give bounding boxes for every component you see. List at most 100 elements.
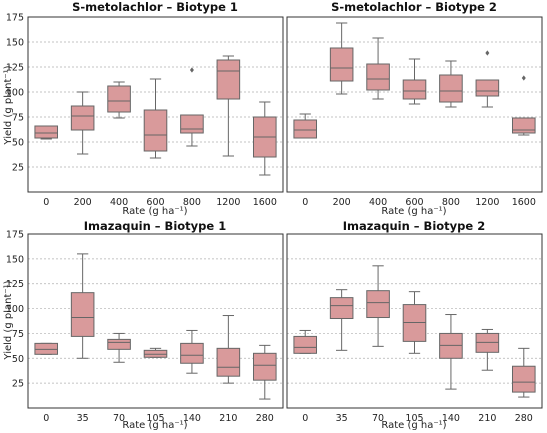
iqr-box bbox=[329, 297, 354, 320]
panel-title: Imazaquin – Biotype 2 bbox=[343, 219, 485, 233]
y-tick-label: 125 bbox=[6, 63, 24, 74]
axes-frame bbox=[286, 233, 543, 409]
x-tick-label: 140 bbox=[442, 413, 460, 424]
y-tick-label: 50 bbox=[12, 138, 24, 149]
x-tick-label: 0 bbox=[302, 413, 308, 424]
box-600 bbox=[402, 58, 427, 105]
x-tick-label: 70 bbox=[113, 413, 125, 424]
iqr-box bbox=[511, 117, 536, 134]
x-tick-label: 1600 bbox=[253, 197, 277, 208]
axes-frame bbox=[27, 16, 284, 193]
plot-area-1: 25 50 75 100 125 150 175 0 200 400 600 800 1200 1600 bbox=[6, 13, 284, 208]
panel-smetolachlor-biotype-1: S-metolachlor – Biotype 1 Rate (g ha⁻¹) … bbox=[3, 0, 238, 217]
x-axis-label: Rate (g ha⁻¹) bbox=[122, 420, 187, 431]
box-200 bbox=[70, 91, 95, 155]
box-210 bbox=[475, 328, 500, 371]
iqr-box bbox=[216, 347, 241, 377]
plot-area-3: 25 50 75 100 125 150 175 0 35 70 105 140 210 280 bbox=[6, 230, 284, 424]
x-axis-label: Rate (g ha⁻¹) bbox=[122, 206, 187, 217]
iqr-box bbox=[107, 338, 131, 350]
x-tick-label: 200 bbox=[74, 197, 92, 208]
x-tick-label: 210 bbox=[219, 413, 237, 424]
panel-smetolachlor-biotype-2: S-metolachlor – Biotype 2 Rate (g ha⁻¹) bbox=[331, 0, 497, 217]
box-70 bbox=[366, 265, 390, 347]
box-800 bbox=[180, 67, 204, 147]
box-0 bbox=[293, 113, 318, 139]
x-tick-label: 600 bbox=[146, 197, 164, 208]
iqr-box bbox=[329, 47, 354, 82]
box-400 bbox=[366, 37, 390, 100]
panel-imazaquin-biotype-1: Imazaquin – Biotype 1 Rate (g ha⁻¹) Yiel… bbox=[3, 219, 226, 431]
y-tick-label: 50 bbox=[12, 354, 24, 365]
iqr-box bbox=[293, 335, 318, 354]
x-tick-label: 200 bbox=[333, 197, 351, 208]
y-tick-label: 175 bbox=[6, 230, 24, 241]
x-axis-label: Rate (g ha⁻¹) bbox=[381, 206, 446, 217]
box-105 bbox=[402, 291, 427, 354]
x-tick-label: 800 bbox=[442, 197, 460, 208]
x-tick-label: 400 bbox=[369, 197, 387, 208]
y-tick-label: 100 bbox=[6, 304, 24, 315]
panel-imazaquin-biotype-2: Imazaquin – Biotype 2 Rate (g ha⁻¹) bbox=[343, 219, 485, 431]
iqr-box bbox=[70, 105, 95, 131]
x-tick-label: 1600 bbox=[512, 197, 536, 208]
panel-title: S-metolachlor – Biotype 2 bbox=[331, 0, 497, 14]
x-tick-label: 105 bbox=[146, 413, 164, 424]
outlier-point bbox=[485, 50, 490, 56]
x-tick-label: 600 bbox=[405, 197, 423, 208]
x-tick-label: 105 bbox=[405, 413, 423, 424]
x-axis-label: Rate (g ha⁻¹) bbox=[381, 420, 446, 431]
x-tick-label: 0 bbox=[43, 197, 49, 208]
y-tick-label: 75 bbox=[12, 113, 24, 124]
x-tick-label: 1200 bbox=[216, 197, 240, 208]
box-800 bbox=[439, 60, 463, 108]
iqr-box bbox=[366, 290, 390, 319]
box-1600 bbox=[252, 101, 277, 176]
iqr-box bbox=[70, 292, 95, 337]
iqr-box bbox=[180, 114, 204, 134]
box-35 bbox=[329, 289, 354, 351]
iqr-box bbox=[475, 79, 500, 97]
y-tick-label: 25 bbox=[12, 379, 24, 390]
x-tick-label: 0 bbox=[302, 197, 308, 208]
box-140 bbox=[439, 314, 463, 390]
y-axis-label: Yield (g plant⁻¹) bbox=[3, 280, 14, 360]
plot-area-4: 0 35 70 105 140 210 280 bbox=[286, 233, 543, 424]
box-0 bbox=[34, 342, 59, 355]
x-tick-label: 35 bbox=[77, 413, 89, 424]
iqr-box bbox=[143, 109, 168, 152]
x-tick-label: 0 bbox=[43, 413, 49, 424]
box-140 bbox=[180, 329, 204, 374]
box-70 bbox=[107, 332, 131, 363]
axes-frame bbox=[286, 16, 543, 193]
axes-frame bbox=[27, 233, 284, 409]
box-210 bbox=[216, 315, 241, 384]
iqr-box bbox=[293, 119, 318, 139]
box-200 bbox=[329, 22, 354, 95]
box-35 bbox=[70, 253, 95, 359]
panel-title: Imazaquin – Biotype 1 bbox=[84, 219, 226, 233]
x-tick-label: 70 bbox=[372, 413, 384, 424]
box-1200 bbox=[475, 50, 500, 108]
y-tick-label: 75 bbox=[12, 329, 24, 340]
box-105 bbox=[143, 347, 168, 358]
box-0 bbox=[293, 329, 318, 354]
plot-area-2: 0 200 400 600 800 1200 1600 bbox=[286, 16, 543, 208]
iqr-box bbox=[366, 63, 390, 91]
y-tick-label: 150 bbox=[6, 38, 24, 49]
panel-title: S-metolachlor – Biotype 1 bbox=[72, 0, 238, 14]
x-tick-label: 280 bbox=[256, 413, 274, 424]
box-600 bbox=[143, 78, 168, 159]
box-0 bbox=[34, 125, 59, 140]
y-axis-label: Yield (g plant⁻¹) bbox=[3, 65, 14, 145]
x-tick-label: 280 bbox=[515, 413, 533, 424]
iqr-box bbox=[180, 342, 204, 364]
iqr-box bbox=[34, 125, 59, 139]
x-tick-label: 140 bbox=[183, 413, 201, 424]
x-tick-label: 35 bbox=[336, 413, 348, 424]
y-tick-label: 25 bbox=[12, 163, 24, 174]
iqr-box bbox=[402, 79, 427, 100]
iqr-box bbox=[252, 352, 277, 381]
x-tick-label: 1200 bbox=[475, 197, 499, 208]
iqr-box bbox=[439, 74, 463, 103]
